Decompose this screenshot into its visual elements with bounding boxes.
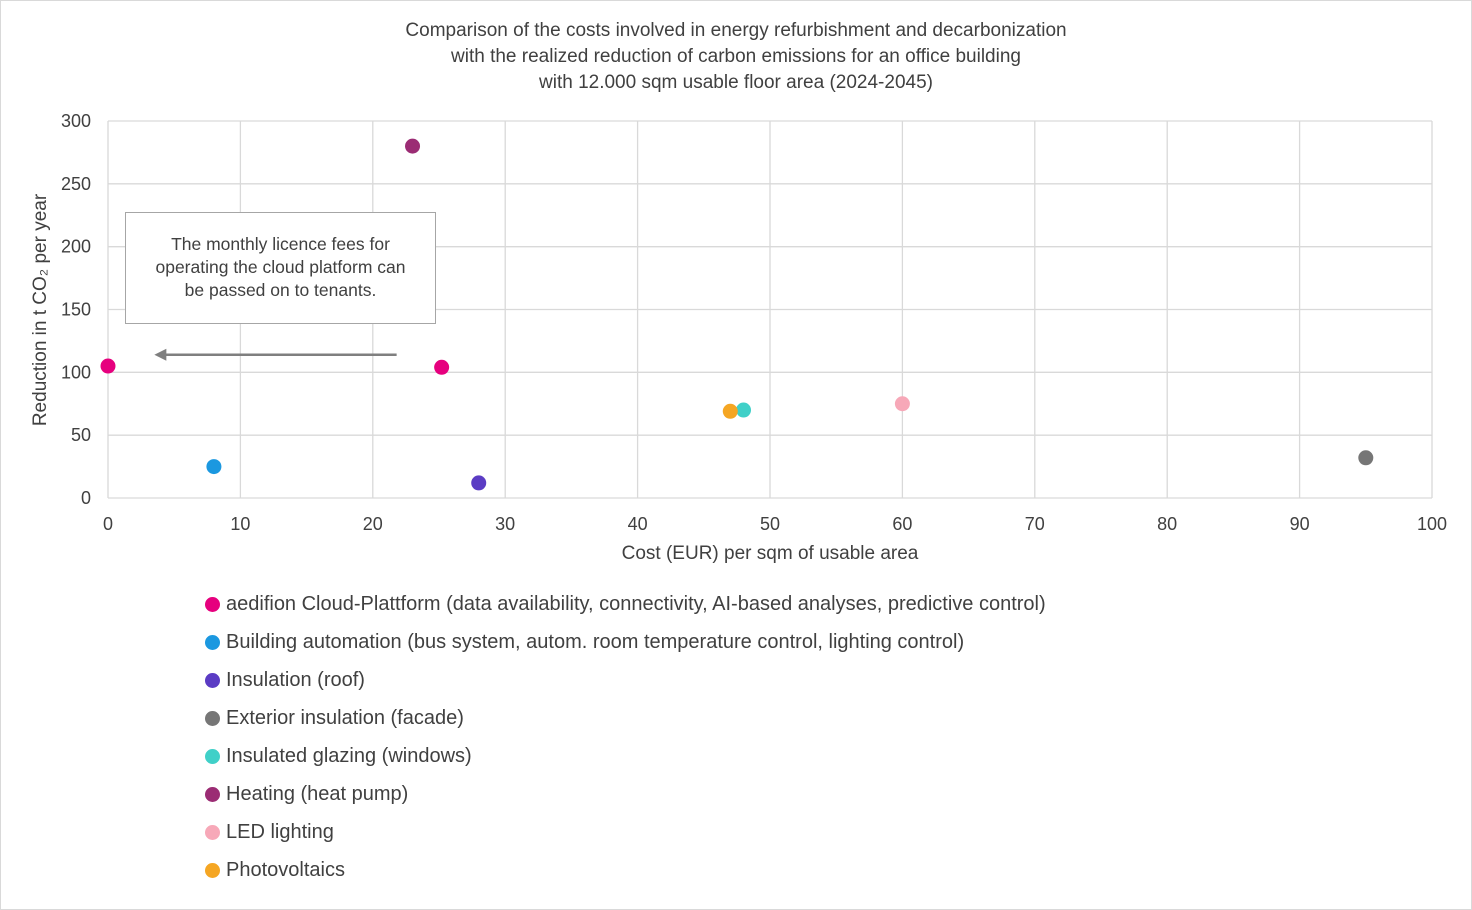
y-tick-label: 0 <box>81 488 91 508</box>
chart-title: Comparison of the costs involved in ener… <box>0 18 1472 96</box>
y-axis-label: Reduction in t CO₂ per year <box>30 193 51 427</box>
y-tick-label: 150 <box>61 300 91 320</box>
legend-label: LED lighting <box>226 821 334 843</box>
x-tick-label: 30 <box>495 514 515 534</box>
legend-marker <box>205 863 220 878</box>
legend-label: Insulated glazing (windows) <box>226 745 472 767</box>
legend-marker <box>205 825 220 840</box>
x-tick-label: 40 <box>628 514 648 534</box>
annotation-box: The monthly licence fees for operating t… <box>125 212 436 324</box>
legend-label: Heating (heat pump) <box>226 783 409 805</box>
y-tick-label: 300 <box>61 111 91 131</box>
x-tick-label: 20 <box>363 514 383 534</box>
x-tick-label: 70 <box>1025 514 1045 534</box>
data-point-series-3 <box>471 475 487 491</box>
legend-marker <box>205 597 220 612</box>
legend-marker <box>205 749 220 764</box>
data-point-series-1 <box>434 359 450 375</box>
annotation-line-2: operating the cloud platform can <box>155 257 406 277</box>
x-tick-label: 50 <box>760 514 780 534</box>
chart-title-line-3: with 12.000 sqm usable floor area (2024-… <box>539 72 933 93</box>
data-point-series-1 <box>100 358 116 374</box>
legend-marker <box>205 787 220 802</box>
legend-marker <box>205 711 220 726</box>
data-point-series-2 <box>206 459 222 475</box>
data-point-series-5 <box>736 402 752 418</box>
legend-label: Exterior insulation (facade) <box>226 707 464 729</box>
y-tick-label: 100 <box>61 362 91 382</box>
x-tick-label: 100 <box>1417 514 1447 534</box>
x-tick-label: 0 <box>103 514 113 534</box>
legend-label: aedifion Cloud-Plattform (data availabil… <box>226 593 1046 615</box>
data-point-series-4 <box>1358 450 1374 466</box>
annotation-line-3: be passed on to tenants. <box>184 280 377 300</box>
x-tick-label: 60 <box>892 514 912 534</box>
legend-marker <box>205 673 220 688</box>
data-point-series-8 <box>722 403 738 419</box>
x-tick-label: 80 <box>1157 514 1177 534</box>
legend-label: Photovoltaics <box>226 859 345 881</box>
legend-marker <box>205 635 220 650</box>
legend-label: Building automation (bus system, autom. … <box>226 631 965 653</box>
y-tick-label: 200 <box>61 237 91 257</box>
chart-title-line-1: Comparison of the costs involved in ener… <box>405 20 1067 41</box>
x-tick-label: 90 <box>1290 514 1310 534</box>
x-tick-label: 10 <box>230 514 250 534</box>
legend-label: Insulation (roof) <box>226 669 365 691</box>
y-tick-label: 250 <box>61 174 91 194</box>
annotation-arrow-head <box>154 348 167 361</box>
y-tick-label: 50 <box>71 425 91 445</box>
data-point-series-7 <box>894 396 910 412</box>
data-point-series-6 <box>405 138 421 154</box>
annotation-line-1: The monthly licence fees for <box>171 234 390 254</box>
x-axis-label: Cost (EUR) per sqm of usable area <box>621 543 919 564</box>
chart-title-line-2: with the realized reduction of carbon em… <box>451 46 1021 67</box>
